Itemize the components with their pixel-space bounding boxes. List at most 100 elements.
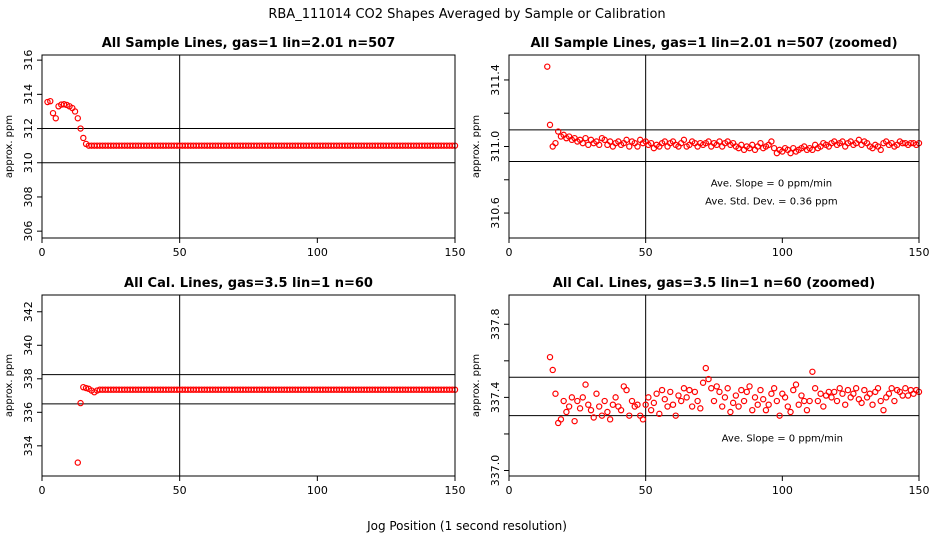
data-point — [702, 364, 710, 372]
data-point — [628, 397, 636, 405]
data-point — [825, 388, 833, 396]
data-point — [555, 128, 562, 135]
data-point — [585, 141, 592, 149]
data-point — [768, 390, 775, 397]
figure-title: RBA_111014 CO2 Shapes Averaged by Sample… — [268, 7, 665, 22]
data-point — [803, 406, 811, 414]
data-point — [678, 397, 685, 405]
data-point — [647, 139, 655, 147]
data-point — [74, 115, 81, 122]
data-point — [716, 388, 723, 396]
y-tick-label: 308 — [22, 186, 35, 207]
data-point — [874, 385, 882, 392]
y-tick-label: 310 — [22, 152, 35, 173]
data-point — [634, 143, 641, 150]
data-point — [626, 412, 633, 419]
data-point — [49, 109, 57, 117]
data-point — [579, 394, 587, 401]
data-point — [719, 403, 726, 410]
data-point — [658, 386, 666, 394]
x-tick-label: 150 — [445, 246, 466, 259]
data-point — [751, 394, 759, 401]
data-point — [705, 138, 712, 145]
data-point — [606, 138, 614, 145]
data-point — [609, 401, 617, 408]
y-axis-label: approx. ppm — [471, 354, 482, 417]
data-point — [828, 394, 835, 401]
data-point — [60, 101, 68, 108]
data-point — [653, 390, 660, 397]
data-point — [683, 394, 690, 401]
y-tick-label: 314 — [22, 84, 35, 105]
data-point — [82, 384, 90, 392]
data-point — [754, 401, 761, 408]
data-point — [833, 397, 841, 405]
data-point — [675, 392, 682, 399]
data-point — [699, 379, 707, 386]
data-point — [623, 136, 630, 144]
data-point — [795, 401, 802, 408]
data-point — [596, 403, 603, 410]
annotation: Ave. Slope = 0 ppm/min — [711, 178, 832, 189]
data-point — [601, 397, 608, 405]
data-point — [694, 397, 701, 405]
data-point — [729, 399, 737, 407]
data-point — [727, 408, 734, 416]
data-point — [617, 406, 625, 414]
y-tick-label: 316 — [22, 50, 35, 71]
data-point — [585, 401, 592, 408]
data-point — [680, 136, 688, 144]
panel-2: All Sample Lines, gas=1 lin=2.01 n=507 (… — [471, 36, 930, 259]
data-point — [757, 139, 764, 147]
data-point — [560, 397, 567, 405]
data-point — [770, 144, 778, 152]
data-point — [806, 397, 813, 405]
data-point — [880, 406, 887, 414]
data-point — [842, 401, 849, 408]
data-point — [814, 397, 822, 405]
data-point — [582, 134, 589, 142]
data-point — [686, 386, 693, 394]
x-tick-label: 150 — [909, 484, 930, 497]
data-point — [672, 412, 679, 419]
data-point — [850, 390, 857, 397]
data-point — [738, 386, 745, 394]
data-point — [590, 414, 597, 421]
data-point — [787, 149, 794, 157]
data-point — [713, 383, 720, 390]
data-point — [645, 394, 652, 401]
data-point — [557, 416, 565, 423]
data-point — [601, 136, 608, 144]
panel-title: All Cal. Lines, gas=3.5 lin=1 n=60 — [124, 276, 373, 291]
panel-1: All Sample Lines, gas=1 lin=2.01 n=507 ap… — [4, 36, 466, 259]
data-point — [817, 390, 824, 397]
y-tick-label: 306 — [22, 221, 35, 242]
data-point — [902, 385, 909, 392]
x-tick-label: 0 — [39, 246, 46, 259]
annotation: Ave. Slope = 0 ppm/min — [722, 433, 843, 444]
plot-frame — [41, 294, 456, 477]
data-point — [776, 412, 783, 419]
data-point — [661, 138, 669, 145]
data-point — [642, 401, 649, 408]
data-point — [80, 383, 87, 391]
data-point — [44, 98, 51, 106]
data-point — [869, 401, 876, 408]
data-point — [757, 386, 764, 394]
x-tick-label: 0 — [506, 246, 513, 259]
data-point — [877, 397, 884, 405]
data-point — [904, 392, 912, 399]
y-tick-label: 342 — [22, 301, 35, 322]
data-point — [743, 388, 751, 396]
data-point — [839, 138, 846, 145]
data-point — [77, 399, 84, 407]
data-point — [80, 134, 87, 142]
data-point — [749, 406, 756, 414]
y-tick-label: 312 — [22, 118, 35, 139]
data-point — [749, 141, 756, 149]
data-point — [546, 121, 554, 129]
plot-frame — [508, 54, 920, 239]
data-point — [852, 385, 860, 392]
y-tick-label: 337.4 — [489, 382, 502, 414]
